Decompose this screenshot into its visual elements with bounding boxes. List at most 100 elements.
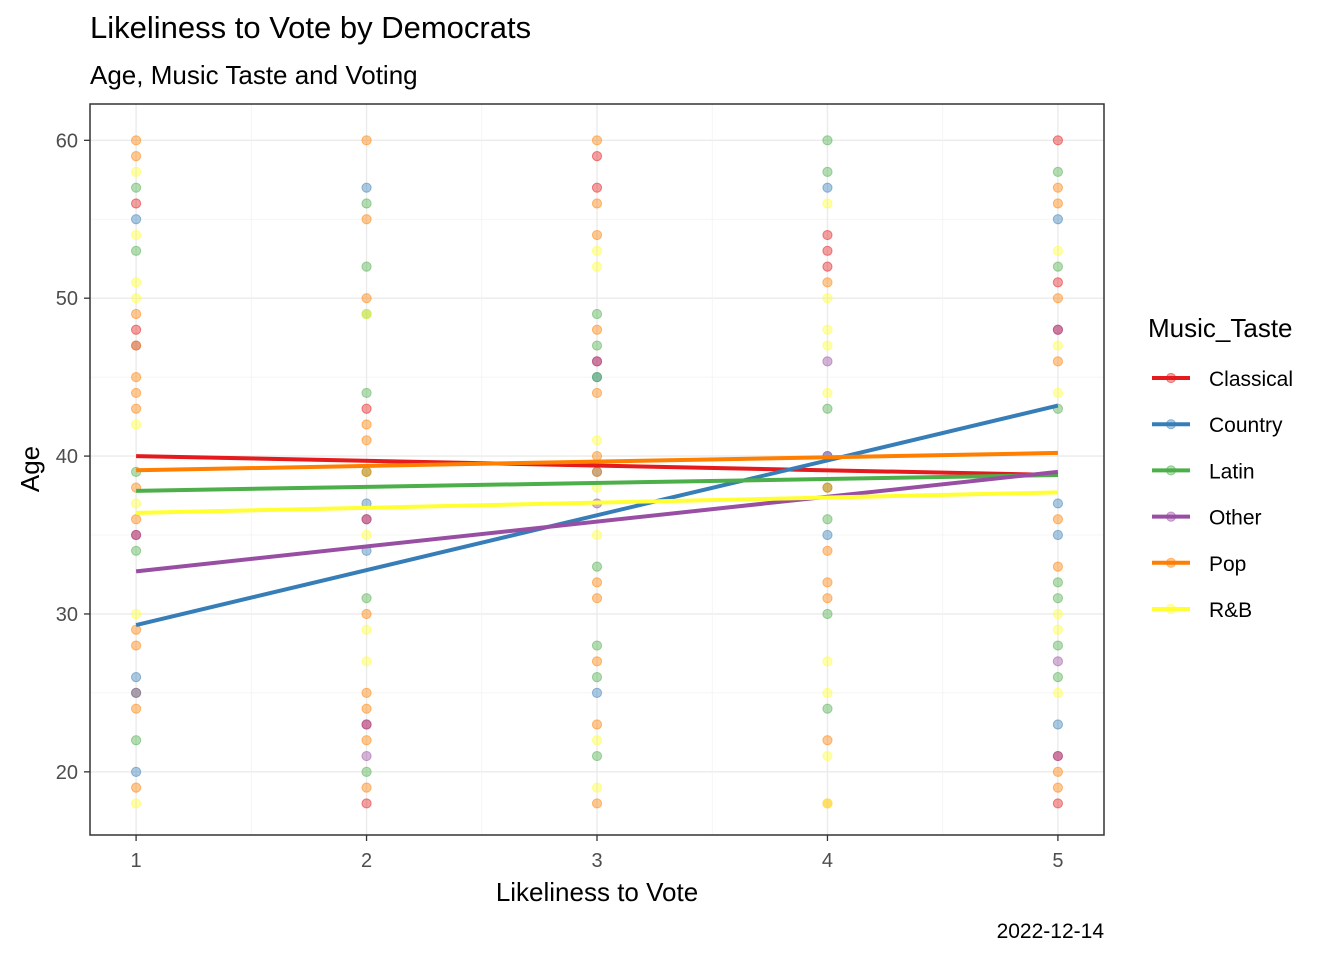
- data-point: [361, 308, 372, 320]
- data-point: [822, 277, 833, 288]
- data-point: [822, 340, 833, 351]
- data-point: [1052, 356, 1064, 367]
- legend-key-point: [1165, 511, 1177, 522]
- data-point: [822, 482, 833, 493]
- data-point: [1052, 261, 1064, 272]
- data-point: [822, 608, 833, 620]
- data-point: [361, 735, 372, 746]
- data-point: [130, 703, 142, 714]
- data-point: [1052, 293, 1064, 304]
- data-point: [1052, 687, 1064, 699]
- data-point: [361, 687, 372, 699]
- data-point: [361, 466, 372, 477]
- data-point: [130, 198, 142, 209]
- y-tick-label: 60: [56, 130, 78, 152]
- data-point: [822, 198, 833, 209]
- legend-label: Latin: [1209, 460, 1255, 483]
- legend-key-point: [1165, 557, 1177, 568]
- data-point: [1052, 529, 1064, 541]
- data-point: [130, 498, 142, 509]
- data-point: [822, 261, 833, 272]
- data-point: [130, 624, 142, 635]
- data-point: [591, 340, 603, 351]
- data-point: [130, 340, 142, 351]
- data-point: [1052, 166, 1064, 177]
- data-point: [591, 229, 603, 241]
- data-point: [130, 766, 142, 777]
- data-point: [1052, 719, 1064, 730]
- data-point: [361, 529, 372, 541]
- y-tick-label: 20: [56, 762, 78, 784]
- data-point: [1052, 324, 1064, 335]
- data-point: [130, 151, 142, 162]
- x-tick-label: 2: [361, 850, 372, 872]
- data-point: [1052, 514, 1064, 525]
- data-point: [361, 798, 372, 809]
- data-point: [361, 656, 372, 667]
- data-point: [591, 387, 603, 399]
- data-point: [361, 719, 372, 730]
- x-tick-label: 1: [131, 850, 142, 872]
- data-point: [822, 750, 833, 762]
- data-point: [1052, 498, 1064, 509]
- fit-lines-layer: [135, 403, 1059, 627]
- legend-items: Classical Country Latin Other Pop R&B: [1152, 368, 1293, 622]
- data-point: [130, 372, 142, 383]
- y-axis-title: Age: [15, 446, 45, 492]
- data-point: [822, 545, 833, 556]
- chart-caption: 2022-12-14: [996, 920, 1104, 943]
- data-point: [1052, 135, 1064, 146]
- data-point: [130, 166, 142, 177]
- data-point: [822, 577, 833, 588]
- data-point: [1052, 577, 1064, 588]
- x-tick-label: 4: [822, 850, 833, 872]
- data-point: [822, 166, 833, 177]
- data-point: [822, 735, 833, 746]
- legend: Music_Taste Classical Country Latin Other Po…: [1148, 313, 1293, 622]
- data-point: [591, 561, 603, 572]
- data-point: [591, 135, 603, 146]
- data-point: [130, 640, 142, 651]
- data-point: [130, 324, 142, 335]
- data-point: [591, 687, 603, 699]
- data-point: [361, 514, 372, 525]
- data-point: [130, 687, 142, 699]
- legend-key-point: [1165, 372, 1177, 384]
- y-tick-label: 50: [56, 288, 78, 310]
- data-point: [1052, 750, 1064, 762]
- fit-line: [136, 473, 1058, 493]
- data-point: [591, 372, 603, 383]
- legend-label: R&B: [1209, 599, 1252, 622]
- data-point: [822, 798, 833, 809]
- data-point: [1052, 798, 1064, 809]
- data-point: [361, 750, 372, 762]
- data-point: [361, 782, 372, 793]
- data-point: [361, 593, 372, 604]
- data-point: [361, 198, 372, 209]
- legend-label: Pop: [1209, 553, 1246, 576]
- data-point: [591, 798, 603, 809]
- data-point: [822, 387, 833, 399]
- data-point: [130, 245, 142, 256]
- data-point: [591, 593, 603, 604]
- data-point: [130, 293, 142, 304]
- data-point: [130, 135, 142, 146]
- legend-label: Other: [1209, 507, 1262, 530]
- data-point: [822, 245, 833, 256]
- data-point: [130, 182, 142, 193]
- data-point: [361, 261, 372, 272]
- chart-title: Likeliness to Vote by Democrats: [90, 10, 532, 45]
- data-point: [591, 198, 603, 209]
- axis-ticks: 1 2 3 4 5 20 30 40 50 60: [56, 130, 1064, 872]
- x-tick-label: 3: [591, 850, 602, 872]
- legend-key-point: [1165, 603, 1177, 615]
- legend-title: Music_Taste: [1148, 313, 1293, 343]
- x-tick-label: 5: [1052, 850, 1063, 872]
- data-point: [130, 277, 142, 288]
- data-point: [822, 182, 833, 193]
- legend-key-point: [1165, 465, 1177, 476]
- data-point: [591, 719, 603, 730]
- points-layer: [130, 135, 1064, 809]
- data-point: [130, 387, 142, 399]
